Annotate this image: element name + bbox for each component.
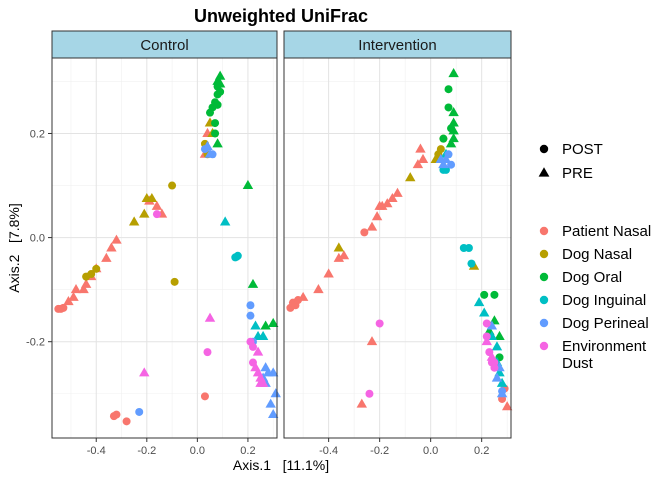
data-point-environment-dust-post — [249, 343, 257, 351]
legend: POST PRE Patient Nasal Dog Nasal Dog Oral Dog… — [539, 141, 652, 372]
strip-label-control: Control — [140, 37, 188, 54]
legend-key-dog-inguinal — [540, 296, 548, 304]
data-point-patient-nasal-post — [360, 228, 368, 236]
data-point-dog-oral-post — [445, 103, 453, 111]
x-axis-ticks: -0.4 -0.2 0.0 0.2 -0.4 -0.2 0.0 0.2 — [87, 438, 490, 457]
x-tick-label: 0.2 — [474, 445, 489, 457]
y-tick-label: -0.2 — [26, 337, 45, 349]
data-point-patient-nasal-post — [112, 411, 120, 419]
panel-intervention: Intervention — [284, 31, 512, 438]
panel-control: Control — [52, 31, 281, 438]
data-point-dog-perineal-post — [246, 301, 254, 309]
data-point-environment-dust-post — [153, 210, 161, 218]
data-point-dog-inguinal-post — [234, 252, 242, 260]
strip-label-intervention: Intervention — [358, 37, 436, 54]
legend-label-dog-perineal: Dog Perineal — [562, 315, 649, 332]
legend-label-environment-dust: Environment Dust — [562, 338, 647, 372]
x-tick-label: 0.0 — [423, 445, 438, 457]
legend-key-dog-oral — [540, 273, 548, 281]
data-point-patient-nasal-post — [201, 392, 209, 400]
y-axis-label: Axis.2 [7.8%] — [6, 203, 22, 292]
legend-label-dog-inguinal: Dog Inguinal — [562, 292, 646, 309]
legend-label-pre: PRE — [562, 165, 593, 182]
legend-label-dog-nasal: Dog Nasal — [562, 246, 632, 263]
data-point-dog-nasal-post — [92, 265, 100, 273]
data-point-patient-nasal-post — [123, 417, 131, 425]
legend-key-dog-nasal — [540, 250, 548, 258]
x-tick-label: 0.0 — [190, 445, 205, 457]
legend-key-post — [540, 145, 548, 153]
data-point-dog-nasal-post — [171, 278, 179, 286]
data-point-environment-dust-post — [365, 390, 373, 398]
legend-label-line: Dust — [562, 355, 594, 372]
y-tick-label: 0.2 — [30, 128, 45, 140]
data-point-dog-nasal-post — [168, 182, 176, 190]
data-point-dog-oral-post — [216, 88, 224, 96]
data-point-dog-perineal-post — [246, 312, 254, 320]
data-point-environment-dust-post — [203, 348, 211, 356]
x-tick-label: -0.2 — [137, 445, 156, 457]
x-tick-label: -0.4 — [87, 445, 106, 457]
legend-key-pre — [539, 167, 550, 176]
data-point-dog-oral-post — [445, 85, 453, 93]
data-point-dog-oral-post — [439, 135, 447, 143]
data-point-dog-perineal-post — [135, 408, 143, 416]
data-point-dog-inguinal-post — [467, 260, 475, 268]
legend-key-dog-perineal — [540, 319, 548, 327]
data-point-dog-oral-post — [214, 101, 222, 109]
data-point-environment-dust-post — [376, 319, 384, 327]
data-point-environment-dust-post — [483, 319, 491, 327]
chart-title: Unweighted UniFrac — [194, 6, 368, 26]
data-point-dog-oral-post — [211, 129, 219, 137]
legend-key-environment-dust — [540, 342, 548, 350]
plot-bg-control — [52, 58, 277, 438]
plot-bg-intervention — [284, 58, 511, 438]
data-point-environment-dust-post — [490, 364, 498, 372]
data-point-dog-nasal-post — [437, 145, 445, 153]
x-tick-label: -0.2 — [370, 445, 389, 457]
legend-label-line: Environment — [562, 338, 647, 355]
data-point-dog-oral-post — [480, 291, 488, 299]
legend-key-patient-nasal — [540, 227, 548, 235]
data-point-dog-oral-post — [211, 119, 219, 127]
x-tick-label: 0.2 — [240, 445, 255, 457]
y-tick-label: 0.0 — [30, 233, 45, 245]
data-point-dog-oral-post — [490, 291, 498, 299]
data-point-dog-inguinal-post — [465, 244, 473, 252]
y-axis-ticks: -0.2 0.0 0.2 — [26, 128, 52, 348]
legend-label-patient-nasal: Patient Nasal — [562, 223, 651, 240]
legend-label-dog-oral: Dog Oral — [562, 269, 622, 286]
legend-label-post: POST — [562, 141, 603, 158]
x-axis-label: Axis.1 [11.1%] — [233, 457, 329, 473]
x-tick-label: -0.4 — [319, 445, 338, 457]
